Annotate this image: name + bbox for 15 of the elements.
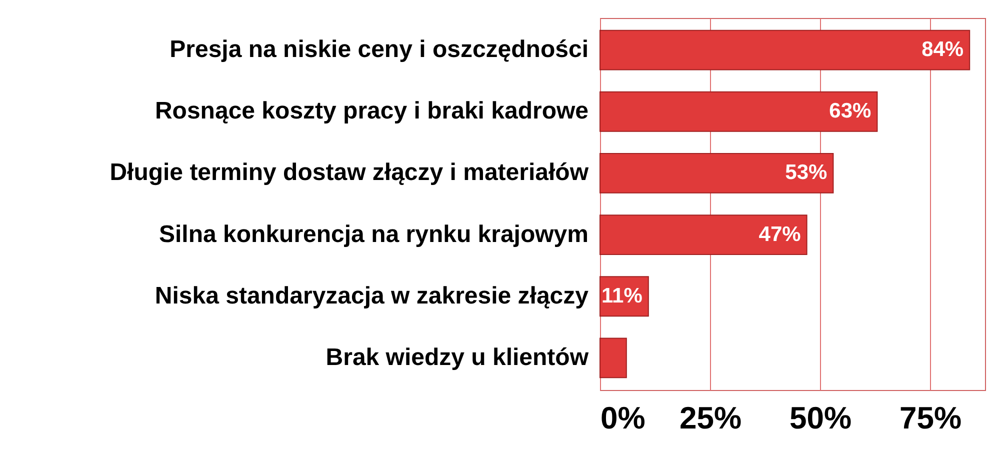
data-label: 11% — [602, 284, 643, 308]
y-tick-label: Długie terminy dostaw złączy i materiałów — [110, 159, 589, 186]
data-label: 84% — [922, 38, 964, 62]
data-label: 47% — [758, 222, 802, 246]
data-label: 53% — [785, 161, 828, 184]
y-tick-label: Niska standaryzacja w zakresie złączy — [154, 282, 590, 310]
x-tick-label: 25% — [679, 400, 742, 436]
y-tick-label: Brak wiedzy u klientów — [326, 344, 589, 371]
x-tick-label: 50% — [789, 400, 852, 436]
y-tick-label: Rosnące koszty pracy i braki kadrowe — [154, 98, 588, 125]
y-tick-label: Presja na niskie ceny i oszczędności — [170, 36, 588, 64]
y-tick-label: Silna konkurencja na rynku krajowym — [159, 220, 588, 248]
data-label: 63% — [829, 100, 872, 123]
x-tick-label: 75% — [899, 400, 962, 436]
x-tick-label: 0% — [600, 400, 646, 436]
